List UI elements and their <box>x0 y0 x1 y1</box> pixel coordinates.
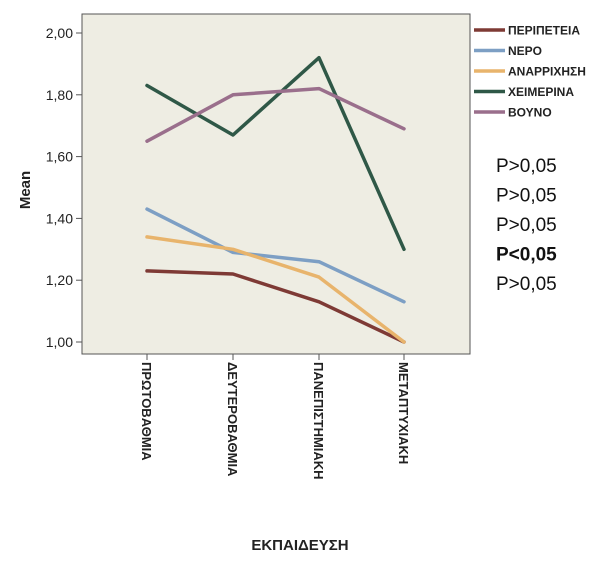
legend-label: ΠΕΡΙΠΕΤΕΙΑ <box>508 24 580 38</box>
p-value-label: P<0,05 <box>496 245 557 266</box>
y-tick-label: 1,00 <box>46 334 73 350</box>
plot-area <box>81 13 471 355</box>
legend-label: ΧΕΙΜΕΡΙΝΑ <box>508 85 574 99</box>
y-tick-label: 1,60 <box>46 149 73 165</box>
y-tick-label: 1,80 <box>46 87 73 103</box>
y-tick-label: 1,40 <box>46 210 73 226</box>
series-line <box>145 269 406 344</box>
x-axis-title: ΕΚΠΑΙΔΕΥΣΗ <box>251 537 348 554</box>
x-tick-label: ΔΕΥΤΕΡΟΒΑΘΜΙΑ <box>225 362 240 477</box>
p-value-label: P>0,05 <box>496 274 557 295</box>
legend-label: ΝΕΡΟ <box>508 44 542 58</box>
p-value-label: P>0,05 <box>496 215 557 236</box>
x-axis: ΠΡΩΤΟΒΑΘΜΙΑ ΔΕΥΤΕΡΟΒΑΘΜΙΑ ΠΑΝΕΠΙΣΤΗΜΙΑΚΗ ΜΕ… <box>139 354 411 480</box>
legend-label: ΑΝΑΡΡΙΧΗΣΗ <box>508 65 586 79</box>
p-value-label: P>0,05 <box>496 186 557 207</box>
y-axis: 1,00 1,20 1,40 1,60 1,80 2,00 <box>46 25 82 350</box>
y-tick-label: 1,20 <box>46 272 73 288</box>
y-axis-title: Mean <box>17 171 34 209</box>
y-tick-label: 2,00 <box>46 25 73 41</box>
legend: ΠΕΡΙΠΕΤΕΙΑ ΝΕΡΟ ΑΝΑΡΡΙΧΗΣΗ ΧΕΙΜΕΡΙΝΑ ΒΟΥΝΟ <box>474 24 586 120</box>
legend-label: ΒΟΥΝΟ <box>508 106 552 120</box>
series-line <box>145 55 406 252</box>
series-line <box>145 207 406 304</box>
p-value-label: P>0,05 <box>496 156 557 177</box>
series-line <box>145 235 406 344</box>
x-tick-label: ΠΡΩΤΟΒΑΘΜΙΑ <box>139 362 154 461</box>
x-tick-label: ΜΕΤΑΠΤΥΧΙΑΚΗ <box>396 362 411 464</box>
p-value-annotations: P>0,05 P>0,05 P>0,05 P<0,05 P>0,05 <box>496 156 557 295</box>
series-line <box>145 86 406 143</box>
series-lines <box>145 55 406 344</box>
x-tick-label: ΠΑΝΕΠΙΣΤΗΜΙΑΚΗ <box>311 362 326 480</box>
